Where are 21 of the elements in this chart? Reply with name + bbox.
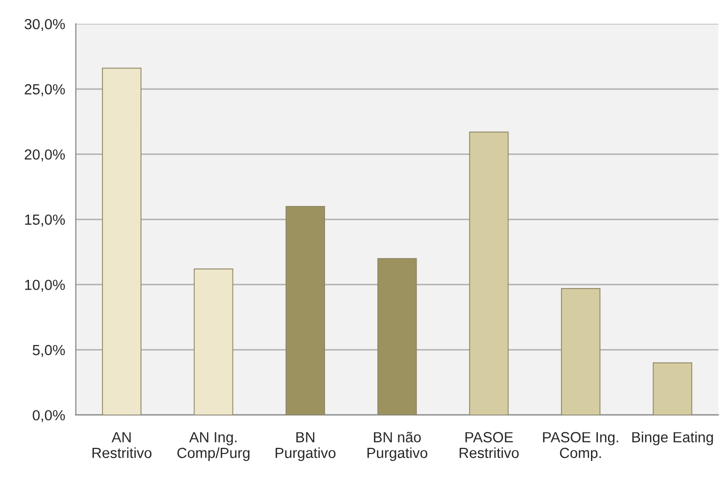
y-tick-label: 25,0% (24, 84, 65, 96)
x-tick-label: BN não Purgativo (367, 432, 428, 461)
bar (102, 68, 142, 415)
bar (469, 132, 509, 415)
y-tick-label: 5,0% (32, 344, 65, 357)
x-tick-label: BN Purgativo (276, 432, 336, 461)
y-tick-label: 30,0% (24, 18, 65, 31)
x-tick-label: PASOE Ing. Comp. (543, 432, 618, 461)
y-tick-label: 20,0% (24, 149, 65, 162)
y-tick-label: 10,0% (25, 280, 65, 292)
y-tick-label: 15,0% (25, 214, 65, 227)
bar (194, 268, 234, 415)
x-tick-label: PASOE Restritivo (460, 432, 519, 458)
x-tick-label: Binge Eating (632, 432, 713, 446)
x-tick-label: AN Ing. Comp/Purg (177, 432, 250, 461)
bar (377, 258, 417, 415)
bar (560, 288, 600, 415)
y-tick-label: 0,0% (32, 410, 65, 422)
bar (286, 206, 325, 415)
bar (652, 362, 692, 415)
x-tick-label: AN Restritivo (92, 432, 152, 458)
